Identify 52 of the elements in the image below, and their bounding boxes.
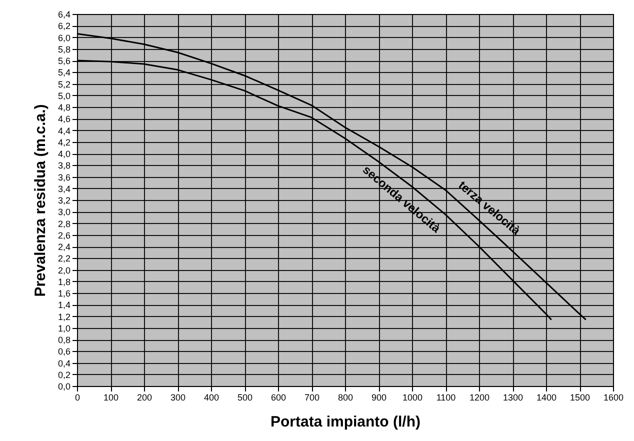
y-tick-label: 1,8 [58,276,70,287]
y-tick-label: 4,6 [58,114,70,124]
y-tick-label: 2,4 [58,242,70,252]
x-tick-label: 1100 [436,392,456,402]
y-tick-label: 0,4 [58,358,70,368]
x-axis-title: Portata impianto (l/h) [270,414,421,430]
x-tick-label: 100 [103,392,119,402]
y-tick-label: 6,0 [58,32,70,43]
x-tick-label: 0 [74,392,80,402]
x-tick-label: 1400 [536,392,557,402]
y-tick-label: 2,8 [58,218,70,229]
y-tick-label: 0,8 [58,335,70,345]
y-tick-label: 4,4 [58,126,70,136]
x-tick-label: 400 [204,392,220,402]
x-tick-label: 1600 [603,392,624,402]
y-tick-label: 3,2 [58,196,70,206]
y-axis-title: Prevalenza residua (m.c.a.) [32,104,49,297]
x-tick-label: 500 [237,392,253,402]
y-tick-label: 4,0 [58,149,70,159]
x-tick-label: 1500 [570,392,590,402]
x-tick-label: 1200 [469,392,490,402]
x-tick-label: 700 [304,392,320,402]
y-tick-label: 5,2 [58,79,70,90]
y-tick-label: 4,8 [58,102,70,112]
y-tick-label: 1,2 [58,312,70,322]
y-tick-label: 3,4 [58,184,70,194]
y-tick-label: 5,8 [58,44,70,54]
y-tick-label: 1,0 [58,323,70,334]
y-tick-label: 0,2 [58,370,70,380]
y-tick-label: 5,0 [58,90,70,101]
y-tick-label: 0,0 [58,382,70,392]
y-tick-label: 2,6 [58,230,70,240]
y-tick-label: 5,6 [58,56,70,66]
y-tick-label: 5,4 [58,68,70,78]
y-tick-label: 4,2 [58,137,70,148]
y-tick-label: 3,8 [58,160,70,171]
y-tick-label: 1,6 [58,288,70,298]
y-tick-label: 2,0 [58,265,70,276]
x-tick-label: 1000 [402,392,423,402]
y-tick-label: 6,2 [58,21,70,32]
y-tick-label: 2,2 [58,254,70,264]
y-tick-label: 1,4 [58,300,70,310]
x-tick-label: 1300 [502,392,524,402]
y-tick-label: 0,6 [58,346,70,357]
y-tick-label: 6,4 [58,10,70,20]
x-tick-label: 300 [170,392,186,402]
y-tick-label: 3,6 [58,172,70,182]
x-tick-label: 800 [338,392,354,402]
x-tick-label: 200 [136,392,152,402]
x-tick-label: 600 [270,392,286,402]
y-tick-label: 3,0 [58,207,70,218]
x-tick-label: 900 [371,392,387,402]
